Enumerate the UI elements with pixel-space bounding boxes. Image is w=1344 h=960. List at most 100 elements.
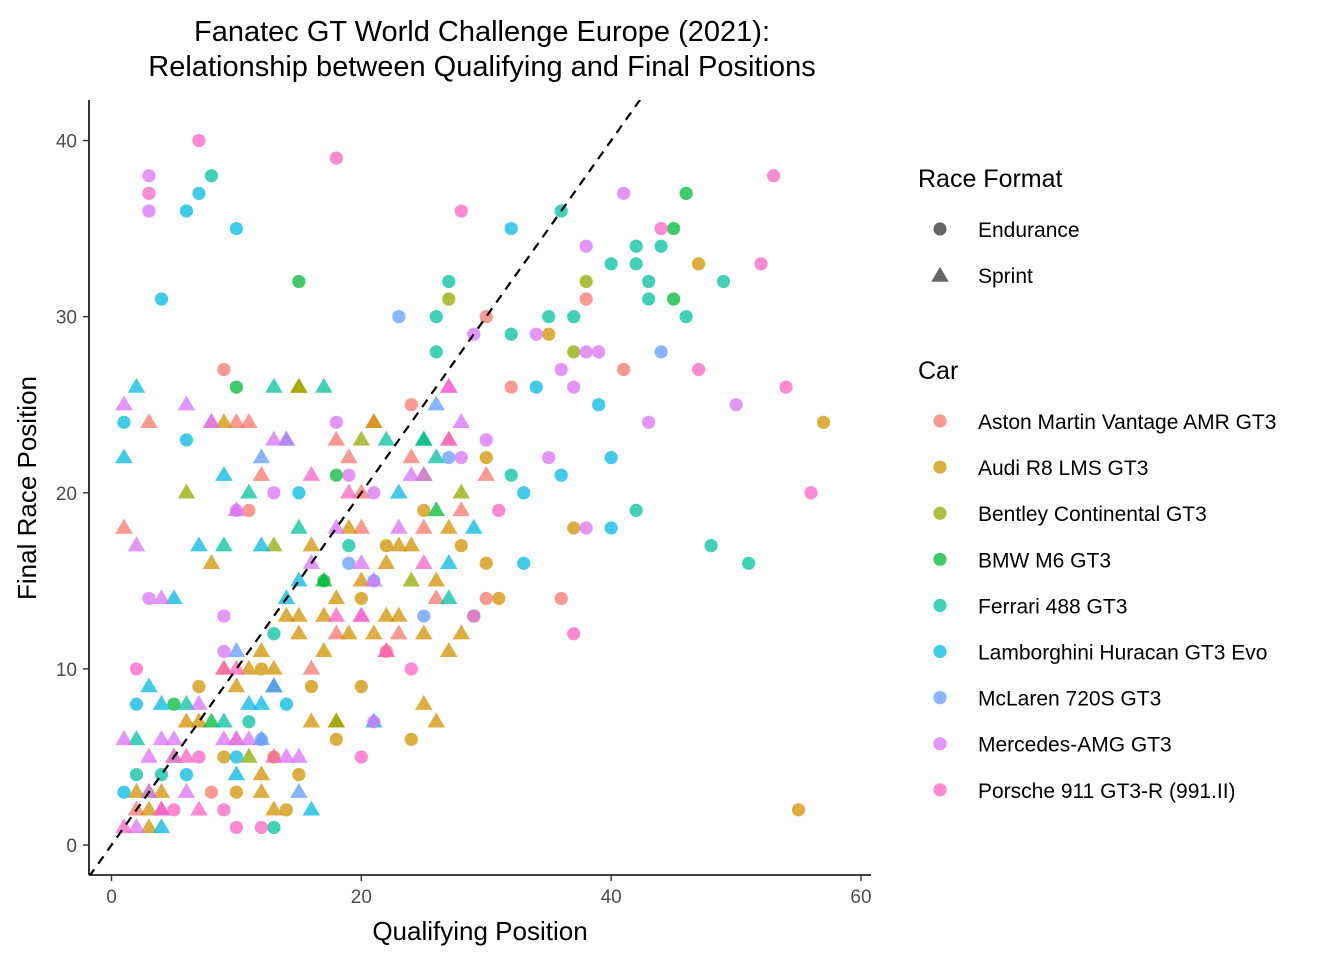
sprint-point <box>165 589 183 605</box>
sprint-point <box>265 659 283 675</box>
sprint-point <box>215 465 233 481</box>
endurance-point <box>604 450 618 465</box>
sprint-point <box>302 800 321 816</box>
endurance-point <box>454 204 468 218</box>
endurance-point <box>567 521 581 535</box>
sprint-point <box>440 377 458 393</box>
sprint-point <box>265 430 283 446</box>
axes: 0 20 40 60 0 10 20 30 40 <box>56 100 872 908</box>
sprint-point <box>152 818 171 834</box>
shape-legend-label: Sprint <box>978 265 1033 288</box>
endurance-point <box>567 380 581 394</box>
sprint-point <box>377 430 396 446</box>
endurance-point <box>217 644 231 658</box>
endurance-point <box>329 415 343 429</box>
sprint-point <box>202 712 221 728</box>
endurance-point <box>542 450 556 465</box>
endurance-point <box>592 398 606 412</box>
sprint-point <box>190 694 208 710</box>
endurance-point <box>579 274 593 289</box>
legend-key-car <box>933 737 947 751</box>
color-legend-label: Mercedes-AMG GT3 <box>978 734 1172 757</box>
endurance-point <box>404 662 418 676</box>
sprint-point <box>302 659 321 675</box>
sprint-point <box>115 730 133 746</box>
sprint-point <box>215 712 233 728</box>
legend-key-sprint <box>931 266 949 282</box>
sprint-point <box>427 448 446 464</box>
sprint-point <box>127 730 146 746</box>
endurance-point <box>192 186 206 200</box>
endurance-point <box>654 345 668 359</box>
sprint-point <box>377 606 396 622</box>
endurance-point <box>479 591 493 606</box>
sprint-point <box>340 624 358 640</box>
endurance-point <box>442 450 456 465</box>
sprint-point <box>402 465 421 481</box>
sprint-point <box>402 536 421 552</box>
sprint-point <box>227 765 246 781</box>
y-axis-title: Final Race Position <box>12 376 42 600</box>
sprint-point <box>252 642 271 658</box>
sprint-point <box>340 448 358 464</box>
sprint-point <box>352 518 371 534</box>
sprint-point <box>427 589 446 605</box>
endurance-point <box>604 257 618 271</box>
sprint-point <box>202 413 221 429</box>
sprint-point <box>215 536 233 552</box>
endurance-point <box>467 609 481 623</box>
sprint-point <box>227 413 246 429</box>
sprint-point <box>327 518 346 534</box>
sprint-point <box>177 712 196 728</box>
endurance-point <box>142 591 156 606</box>
sprint-point <box>390 483 408 499</box>
endurance-point <box>117 785 131 799</box>
endurance-point <box>179 768 194 782</box>
sprint-point <box>290 747 308 763</box>
endurance-point <box>117 415 131 429</box>
sprint-point <box>415 430 433 446</box>
sprint-point <box>227 642 246 658</box>
endurance-point <box>242 715 256 729</box>
sprint-point <box>415 518 433 534</box>
sprint-point <box>290 518 308 534</box>
legend-key-car <box>933 691 947 705</box>
color-legend-label: Ferrari 488 GT3 <box>978 595 1127 618</box>
sprint-point <box>427 712 446 728</box>
endurance-point <box>329 151 343 165</box>
endurance-point <box>442 274 456 289</box>
sprint-point <box>302 536 321 552</box>
sprint-point <box>115 818 133 834</box>
endurance-point <box>692 257 706 271</box>
endurance-point <box>192 750 206 764</box>
endurance-point <box>179 433 194 447</box>
endurance-point <box>292 768 306 782</box>
sprint-point <box>365 413 383 429</box>
shape-legend-label: Endurance <box>978 219 1080 242</box>
y-tick-label: 40 <box>56 132 77 153</box>
endurance-point <box>479 433 493 447</box>
sprint-point <box>452 413 471 429</box>
sprint-point <box>290 624 308 640</box>
legend-key-car <box>933 644 947 659</box>
endurance-point <box>517 556 531 570</box>
endurance-point <box>554 362 568 377</box>
endurance-point <box>517 486 531 500</box>
sprint-point <box>415 694 433 710</box>
endurance-point <box>392 310 406 324</box>
sprint-point <box>240 413 258 429</box>
y-tick-label: 10 <box>56 660 77 681</box>
legend-key-car <box>933 598 947 613</box>
sprint-point <box>402 571 421 587</box>
endurance-point <box>217 803 231 817</box>
sprint-point <box>177 395 196 411</box>
endurance-point <box>454 539 468 553</box>
sprint-point <box>190 536 208 552</box>
endurance-point <box>129 697 144 711</box>
chart-title-line-2: Relationship between Qualifying and Fina… <box>148 51 815 83</box>
sprint-point <box>252 536 271 552</box>
endurance-point <box>179 204 194 218</box>
endurance-point <box>254 662 268 676</box>
color-legend-label: BMW M6 GT3 <box>978 549 1111 572</box>
color-legend-label: Lamborghini Huracan GT3 Evo <box>978 642 1267 665</box>
